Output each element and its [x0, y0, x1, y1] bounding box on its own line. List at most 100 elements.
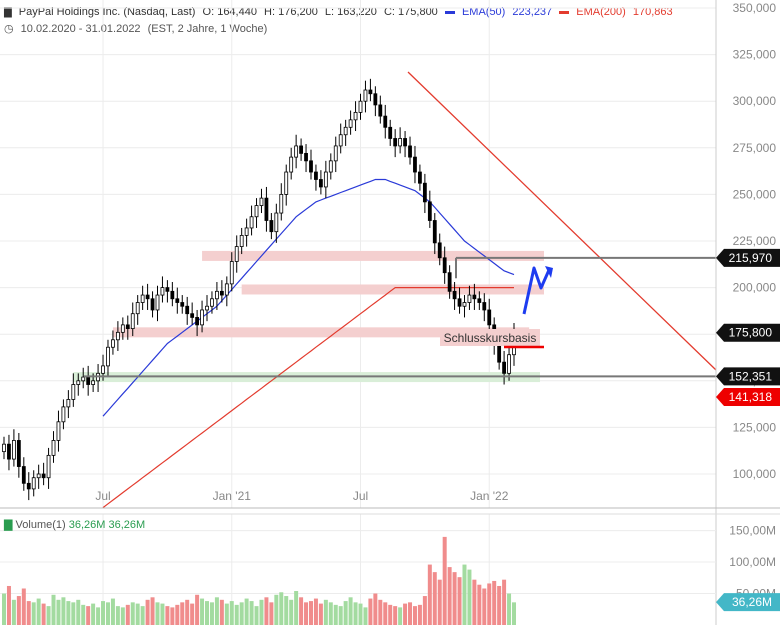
candle-body — [254, 205, 259, 218]
volume-bar — [26, 601, 31, 625]
volume-tag — [716, 593, 780, 612]
candle-body — [383, 115, 388, 128]
candle-body — [106, 346, 110, 367]
candle-body — [111, 339, 115, 348]
candle-body — [333, 145, 338, 162]
price-tag-label: 152,351 — [729, 369, 773, 383]
y-tick-label: 350,000 — [733, 1, 777, 15]
candle-body — [195, 317, 200, 326]
candle-body — [71, 384, 76, 400]
candle-body — [363, 89, 368, 102]
date-range: 10.02.2020 - 31.01.2022 — [20, 23, 141, 35]
resistance-zone — [112, 327, 530, 338]
volume-bar — [274, 594, 279, 625]
volume-bar — [388, 604, 393, 625]
volume-bar — [239, 602, 244, 625]
ema200-label: EMA(200) — [576, 6, 626, 18]
price-tag-label: 175,800 — [729, 326, 773, 340]
candle-body — [304, 152, 308, 162]
candle-body — [244, 227, 249, 236]
price-tag — [716, 387, 780, 406]
clock-icon[interactable]: ◷ — [4, 23, 14, 35]
volume-bar — [432, 572, 437, 625]
volume-bar — [96, 607, 101, 625]
candle-body — [175, 298, 180, 303]
candle-body — [279, 193, 284, 214]
candle-body — [269, 220, 274, 233]
volume-bar — [408, 602, 413, 625]
volume-bar — [120, 607, 125, 625]
candle-body — [497, 343, 502, 363]
price-tag — [716, 367, 780, 386]
volume-bar — [403, 603, 408, 625]
candle-body — [239, 235, 244, 247]
volume-bar — [318, 603, 323, 625]
candle-body — [56, 421, 61, 441]
volume-bar — [130, 602, 135, 625]
volume-bar — [308, 601, 313, 625]
header-line-quote: ▇ PayPal Holdings Inc. (Nasdaq, Last) O:… — [4, 6, 677, 18]
volume-bar — [205, 601, 210, 625]
candle-body — [26, 482, 31, 490]
chart-type-icon[interactable]: ▇ — [4, 7, 12, 18]
volume-tick-label: 150,00M — [729, 524, 776, 538]
candle-body — [408, 145, 412, 158]
candle-body — [343, 126, 348, 136]
ema50-label: EMA(50) — [461, 6, 506, 18]
x-tick-label: Jul — [353, 489, 368, 503]
volume-bar — [145, 599, 150, 625]
volume-bar — [91, 603, 96, 625]
y-tick-label: 275,000 — [733, 141, 777, 155]
price-tag-label: 215,970 — [729, 251, 773, 265]
volume-bar — [368, 598, 373, 625]
candle-body — [378, 104, 383, 117]
volume-bar — [452, 572, 457, 625]
volume-bar — [427, 564, 432, 625]
candle-body — [165, 287, 170, 292]
projection-arrow — [522, 266, 551, 315]
volume-bar — [304, 602, 309, 625]
candle-body — [76, 380, 81, 385]
candle-body — [274, 212, 279, 233]
candle-body — [299, 145, 303, 154]
volume-bar — [284, 596, 289, 625]
volume-bar — [81, 604, 86, 625]
volume-bar — [140, 606, 145, 625]
resistance-zone — [202, 250, 544, 261]
candle-body — [125, 324, 130, 330]
candle-body — [388, 126, 393, 139]
candle-body — [487, 309, 492, 326]
candle-body — [353, 111, 358, 121]
candle-body — [16, 440, 21, 467]
volume-bar — [21, 588, 26, 625]
candle-body — [467, 294, 472, 303]
volume-bar — [31, 602, 36, 625]
candle-body — [155, 294, 160, 311]
volume-bar — [219, 599, 224, 625]
volume-bar — [398, 607, 403, 625]
candle-body — [289, 156, 294, 173]
volume-bar — [101, 601, 106, 625]
volume-header: ▇ Volume(1) 36,26M 36,26M — [4, 518, 145, 531]
annotation-label: Schlusskursbasis — [444, 331, 537, 345]
candle-body — [472, 294, 477, 300]
candle-body — [398, 138, 403, 147]
volume-bar — [437, 579, 442, 625]
candle-body — [205, 305, 209, 311]
candle-body — [115, 331, 120, 341]
candle-body — [66, 399, 71, 408]
volume-bar — [2, 593, 6, 625]
volume-bar — [195, 594, 200, 625]
candle-body — [442, 257, 447, 274]
volume-bar — [150, 597, 155, 625]
candle-body — [130, 313, 135, 330]
volume-bar — [224, 603, 229, 625]
candle-body — [259, 197, 264, 206]
volume-bar — [41, 603, 46, 625]
candle-body — [348, 119, 353, 128]
candle-body — [150, 298, 155, 311]
candle-body — [294, 145, 299, 158]
volume-bar — [348, 597, 353, 625]
price-tag — [716, 323, 780, 342]
